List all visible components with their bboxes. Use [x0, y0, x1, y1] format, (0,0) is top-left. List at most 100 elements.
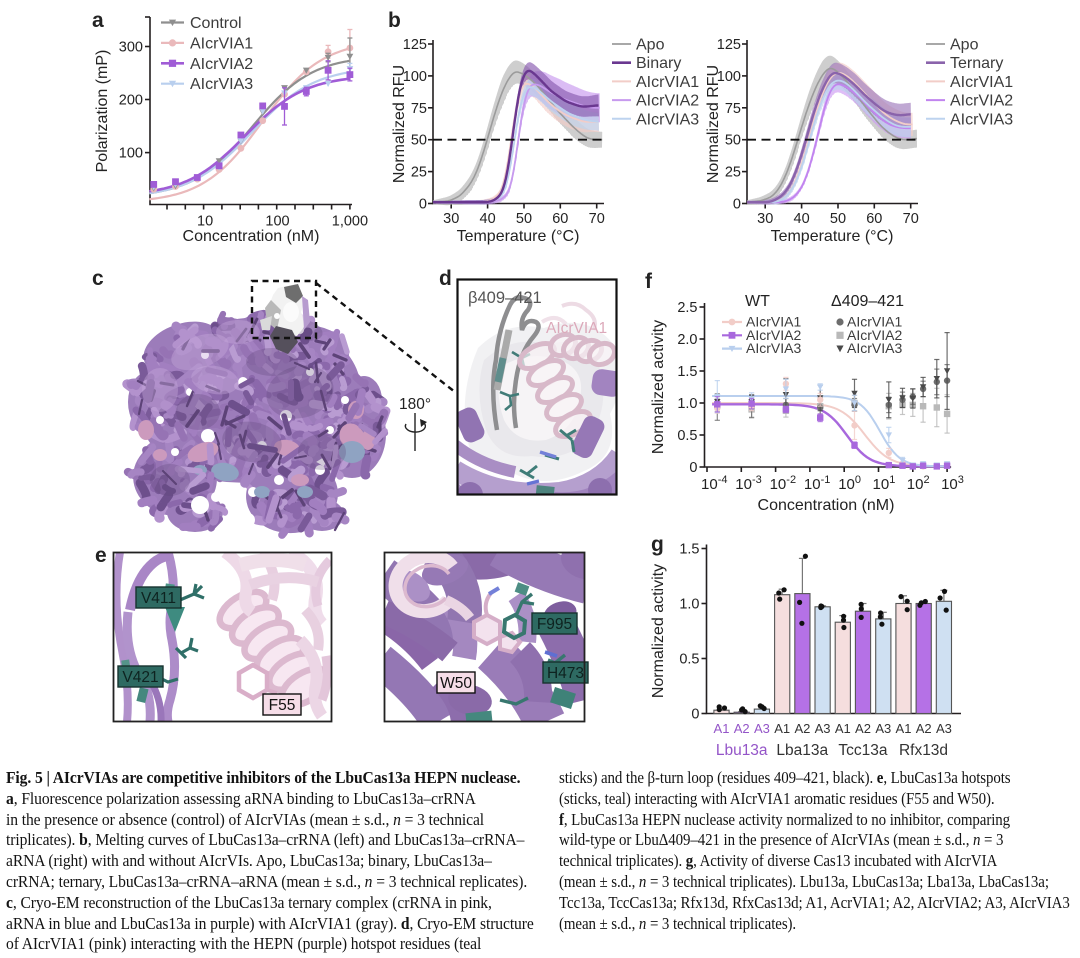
svg-text:125: 125: [717, 37, 741, 53]
svg-text:A1: A1: [896, 721, 912, 736]
svg-text:30: 30: [443, 211, 459, 227]
svg-text:A1: A1: [774, 721, 790, 736]
svg-text:70: 70: [589, 211, 605, 227]
svg-text:F995: F995: [537, 616, 572, 633]
svg-text:AIcrVIA1: AIcrVIA1: [636, 74, 699, 91]
svg-text:A3: A3: [815, 721, 831, 736]
svg-text:Concentration (nM): Concentration (nM): [183, 228, 320, 245]
svg-text:102: 102: [907, 474, 930, 493]
svg-text:0: 0: [689, 460, 697, 476]
svg-text:40: 40: [480, 211, 496, 227]
svg-text:AIcrVIA2: AIcrVIA2: [746, 327, 801, 343]
svg-text:Normalized RFU: Normalized RFU: [391, 65, 408, 183]
svg-text:F55: F55: [269, 697, 296, 714]
svg-text:300: 300: [119, 40, 143, 56]
svg-text:A2: A2: [916, 721, 932, 736]
svg-text:Rfx13d: Rfx13d: [899, 742, 948, 759]
svg-text:A3: A3: [875, 721, 891, 736]
svg-text:e: e: [95, 544, 107, 567]
svg-text:AIcrVIA3: AIcrVIA3: [190, 76, 253, 93]
svg-text:AIcrVIA3: AIcrVIA3: [746, 340, 801, 356]
svg-text:A2: A2: [794, 721, 810, 736]
svg-text:180°: 180°: [399, 396, 431, 413]
svg-text:125: 125: [403, 37, 427, 53]
svg-text:50: 50: [516, 211, 532, 227]
svg-text:Normalized activity: Normalized activity: [650, 320, 667, 454]
svg-text:A3: A3: [754, 721, 770, 736]
svg-text:Normalized activity: Normalized activity: [650, 564, 667, 698]
svg-text:40: 40: [794, 211, 810, 227]
svg-text:70: 70: [903, 211, 919, 227]
svg-text:g: g: [651, 533, 664, 556]
svg-text:Tcc13a: Tcc13a: [838, 742, 887, 759]
svg-text:Polarization (mP): Polarization (mP): [94, 50, 111, 173]
svg-text:AIcrVIA2: AIcrVIA2: [847, 327, 902, 343]
svg-text:2.5: 2.5: [677, 300, 697, 316]
svg-text:AIcrVIA3: AIcrVIA3: [847, 340, 902, 356]
svg-text:10-1: 10-1: [804, 474, 830, 493]
svg-text:Temperature (°C): Temperature (°C): [771, 228, 894, 245]
svg-text:c: c: [92, 267, 104, 290]
svg-text:Control: Control: [190, 15, 242, 32]
svg-text:W50: W50: [440, 675, 472, 692]
svg-text:β409–421: β409–421: [468, 289, 542, 307]
svg-text:101: 101: [873, 474, 896, 493]
svg-text:50: 50: [411, 133, 427, 149]
svg-text:A2: A2: [855, 721, 871, 736]
svg-text:AIcrVIA1: AIcrVIA1: [546, 320, 607, 337]
svg-text:75: 75: [411, 101, 427, 117]
svg-text:WT: WT: [745, 293, 770, 310]
svg-text:10-3: 10-3: [735, 474, 761, 493]
svg-text:A1: A1: [714, 721, 730, 736]
svg-text:A3: A3: [936, 721, 952, 736]
svg-text:AIcrVIA1: AIcrVIA1: [847, 314, 902, 330]
svg-text:Apo: Apo: [950, 37, 979, 54]
svg-text:100: 100: [119, 146, 143, 162]
svg-text:0: 0: [419, 197, 427, 213]
svg-text:Lbu13a: Lbu13a: [716, 742, 768, 759]
svg-text:10-4: 10-4: [701, 474, 727, 493]
svg-text:1.0: 1.0: [679, 597, 699, 613]
svg-text:Concentration (nM): Concentration (nM): [758, 497, 895, 514]
svg-text:a: a: [92, 9, 104, 32]
svg-text:AIcrVIA2: AIcrVIA2: [950, 93, 1013, 110]
svg-text:25: 25: [725, 165, 741, 181]
svg-text:10-2: 10-2: [770, 474, 796, 493]
svg-text:Temperature (°C): Temperature (°C): [457, 228, 580, 245]
svg-text:0: 0: [733, 197, 741, 213]
svg-text:0.5: 0.5: [677, 428, 697, 444]
svg-text:100: 100: [265, 214, 289, 230]
svg-text:Binary: Binary: [636, 55, 681, 72]
svg-text:AIcrVIA2: AIcrVIA2: [636, 93, 699, 110]
svg-text:50: 50: [830, 211, 846, 227]
svg-text:1.5: 1.5: [677, 364, 697, 380]
svg-text:f: f: [645, 270, 653, 293]
svg-text:Lba13a: Lba13a: [776, 742, 828, 759]
svg-text:A1: A1: [835, 721, 851, 736]
svg-text:103: 103: [941, 474, 964, 493]
svg-text:25: 25: [411, 165, 427, 181]
svg-text:AIcrVIA1: AIcrVIA1: [190, 35, 253, 52]
svg-text:50: 50: [725, 133, 741, 149]
svg-text:30: 30: [757, 211, 773, 227]
svg-text:Apo: Apo: [636, 37, 665, 54]
svg-text:V421: V421: [122, 669, 158, 686]
svg-text:60: 60: [866, 211, 882, 227]
svg-text:1.0: 1.0: [677, 396, 697, 412]
svg-text:b: b: [388, 9, 401, 32]
svg-text:AIcrVIA3: AIcrVIA3: [950, 111, 1013, 128]
svg-text:AIcrVIA3: AIcrVIA3: [636, 111, 699, 128]
svg-text:100: 100: [403, 69, 427, 85]
svg-text:Δ409–421: Δ409–421: [831, 293, 904, 310]
svg-text:60: 60: [552, 211, 568, 227]
svg-text:0.5: 0.5: [679, 652, 699, 668]
svg-text:AIcrVIA1: AIcrVIA1: [746, 314, 801, 330]
svg-text:Ternary: Ternary: [950, 55, 1003, 72]
svg-text:100: 100: [838, 474, 861, 493]
svg-text:d: d: [439, 267, 452, 290]
svg-text:200: 200: [119, 93, 143, 109]
svg-text:H473: H473: [547, 665, 584, 682]
svg-text:1,000: 1,000: [332, 214, 368, 230]
svg-text:1.5: 1.5: [679, 542, 699, 558]
svg-text:10: 10: [197, 214, 213, 230]
